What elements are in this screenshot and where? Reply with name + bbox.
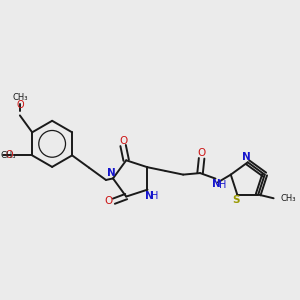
Text: H: H [152,191,159,201]
Text: CH₃: CH₃ [280,194,296,203]
Text: O: O [16,100,24,110]
Text: O: O [197,148,206,158]
Text: N: N [212,179,221,189]
Text: O: O [105,196,113,206]
Text: O: O [119,136,127,146]
Text: O: O [5,150,13,161]
Text: S: S [232,195,240,205]
Text: CH₃: CH₃ [1,151,16,160]
Text: N: N [145,191,153,201]
Text: N: N [242,152,251,162]
Text: CH₃: CH₃ [12,93,28,102]
Text: H: H [218,180,226,190]
Text: N: N [107,168,116,178]
